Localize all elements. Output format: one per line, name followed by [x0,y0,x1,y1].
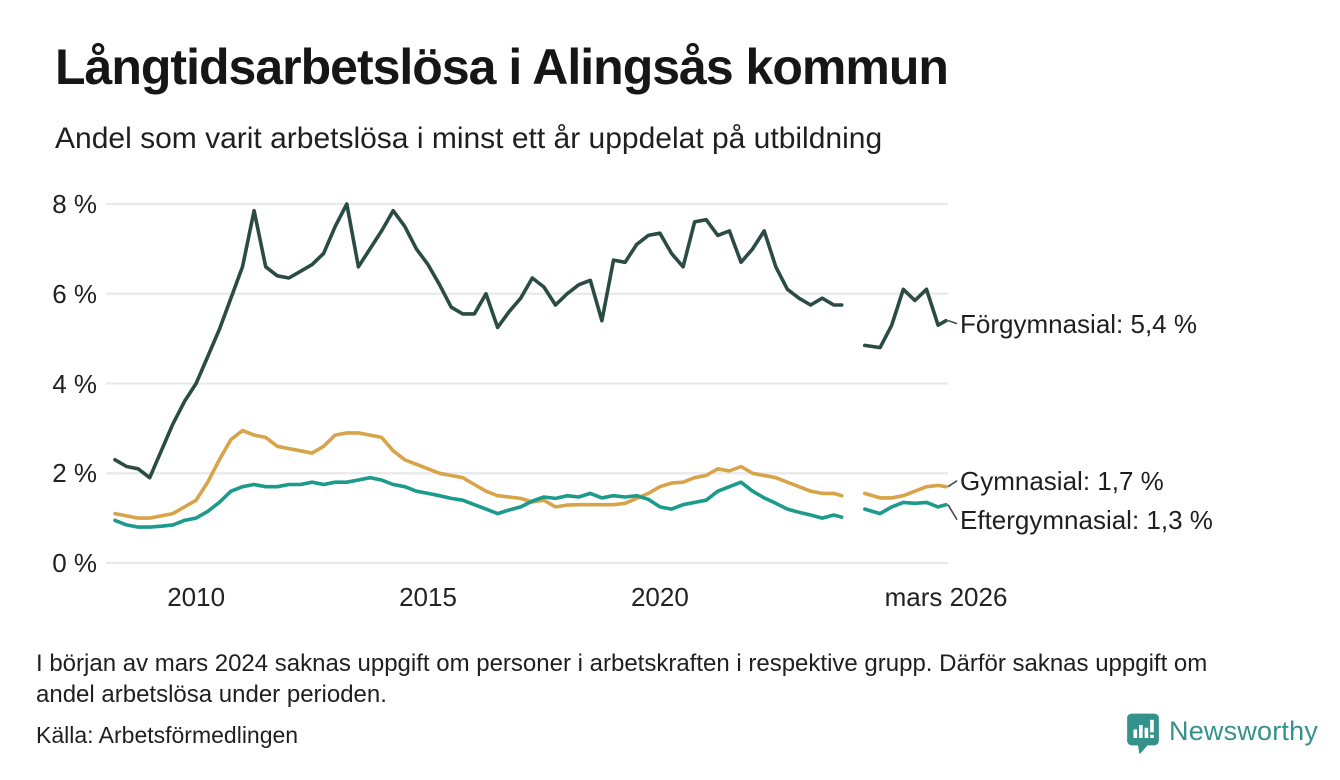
y-axis-tick-label: 6 % [52,278,97,309]
series-end-label-eftergymnasial: Eftergymnasial: 1,3 % [960,504,1213,535]
series-line-förgymnasial [113,202,948,480]
x-axis-tick-label: 2020 [630,582,689,612]
label-connector [947,504,958,521]
newsworthy-logo-icon [1126,712,1160,761]
series-end-label-gymnasial: Gymnasial: 1,7 % [960,465,1164,496]
page-subtitle: Andel som varit arbetslösa i minst ett å… [55,122,883,155]
source-credit: Källa: Arbetsförmedlingen [36,722,299,748]
x-axis-tick-label: 2015 [399,582,457,612]
chart-footnote: I början av mars 2024 saknas uppgift om … [36,648,1316,710]
y-axis-tick-label: 0 % [52,548,97,578]
series-end-label-förgymnasial: Förgymnasial: 5,4 % [960,308,1197,339]
y-axis-tick-label: 4 % [52,368,97,399]
y-axis-tick-label: 2 % [52,458,97,489]
x-axis-tick-label: 2010 [167,582,226,612]
series-line-eftergymnasial [113,475,948,529]
footnote-line-1: I början av mars 2024 saknas uppgift om … [36,650,1208,677]
label-connector [947,480,958,488]
newsworthy-logo-text: Newsworthy [1169,716,1319,746]
newsworthy-logo[interactable]: Newsworthy [1126,712,1318,761]
x-axis-tick-label: mars 2026 [884,582,1008,612]
series-line-gymnasial [113,428,948,520]
footnote-line-2: andel arbetslösa under perioden. [36,681,387,708]
y-axis-tick-label: 8 % [52,189,97,219]
page-title: Långtidsarbetslösa i Alingsås kommun [55,39,949,95]
label-connector [947,319,958,325]
